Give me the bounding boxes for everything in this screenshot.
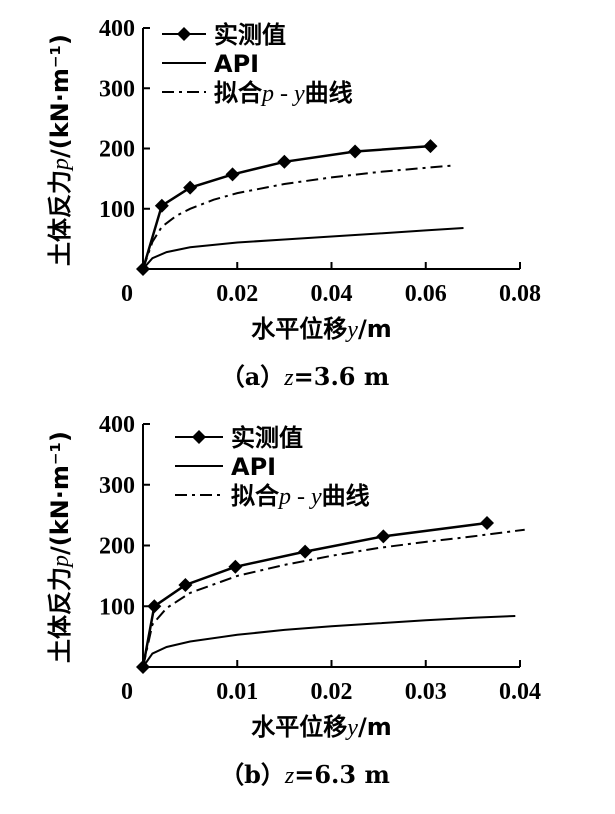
data-point-marker [228, 559, 243, 574]
data-point-marker [183, 180, 198, 195]
y-tick-label: 300 [99, 76, 135, 102]
x-tick-label: 0.08 [499, 281, 541, 307]
legend-label: 实测值 [231, 424, 303, 452]
legend-label-prefix: 拟合 [214, 79, 263, 107]
y-axis-title-prefix: 土体反力 [46, 567, 74, 663]
legend-label-text: API [214, 50, 259, 78]
legend-label-prefix: 拟合 [231, 482, 280, 510]
series-fit-line [142, 164, 455, 270]
y-axis-title-unit: /(kN·m⁻¹) [46, 34, 74, 158]
y-axis-title-unit: /(kN·m⁻¹) [46, 431, 74, 555]
legend-label: API [231, 453, 276, 481]
y-tick-label: 100 [99, 594, 135, 620]
series-fit-line [142, 528, 525, 668]
caption-value: =6.3 m [294, 760, 390, 789]
data-point-marker [225, 167, 240, 182]
caption-variable: z [283, 365, 294, 391]
caption-value: =3.6 m [294, 362, 390, 391]
legend-label-variable: p - y [277, 484, 322, 510]
series-api-line [142, 227, 464, 270]
legend-swatch-marker [192, 430, 206, 444]
x-tick-label: 0 [121, 281, 133, 307]
data-point-marker [178, 577, 193, 592]
data-point-marker [480, 516, 495, 531]
x-axis-title-prefix: 水平位移 [251, 713, 347, 741]
y-tick-label: 400 [99, 16, 135, 42]
x-tick-label: 0.02 [311, 679, 353, 705]
legend-label-text: 实测值 [214, 21, 286, 49]
x-tick-label: 0.03 [405, 679, 447, 705]
caption-label: （b） [220, 760, 285, 789]
y-tick-label: 200 [99, 137, 135, 163]
legend-label-suffix: 曲线 [322, 482, 370, 510]
x-tick-label: 0.06 [405, 281, 447, 307]
x-axis-title-variable: y [345, 715, 358, 741]
legend-label-text: API [231, 453, 276, 481]
data-point-marker [348, 144, 363, 159]
legend-label: 实测值 [214, 21, 286, 49]
series-api-line [142, 615, 516, 668]
x-axis-title-variable: y [345, 317, 358, 343]
y-axis-title: 土体反力p/(kN·m⁻¹) [46, 431, 74, 663]
data-point-marker [154, 198, 169, 213]
caption-label: （a） [221, 362, 285, 391]
caption-variable: z [284, 763, 295, 789]
legend-label-variable: p - y [260, 81, 305, 107]
series-measured-line [141, 521, 488, 668]
x-tick-label: 0 [121, 679, 133, 705]
y-tick-label: 300 [99, 473, 135, 499]
y-axis-title-variable: p [48, 555, 74, 569]
y-tick-label: 100 [99, 197, 135, 223]
x-axis-title: 水平位移y/m [251, 713, 391, 741]
data-point-marker [147, 599, 162, 614]
y-tick-label: 200 [99, 534, 135, 560]
data-point-marker [298, 544, 313, 559]
legend-label-text: 实测值 [231, 424, 303, 452]
panel-caption: （b）z=6.3 m [220, 760, 390, 789]
x-axis-title-unit: /m [358, 713, 392, 741]
legend-label: 拟合p - y曲线 [214, 79, 353, 107]
x-tick-label: 0.02 [216, 281, 258, 307]
y-axis-title: 土体反力p/(kN·m⁻¹) [46, 34, 74, 266]
x-tick-label: 0.01 [216, 679, 258, 705]
legend-label: API [214, 50, 259, 78]
x-tick-label: 0.04 [311, 281, 353, 307]
legend-label-suffix: 曲线 [305, 79, 353, 107]
legend-label: 拟合p - y曲线 [231, 482, 370, 510]
data-point-marker [277, 154, 292, 169]
panel-caption: （a）z=3.6 m [221, 362, 390, 391]
x-axis-title-prefix: 水平位移 [251, 315, 347, 343]
x-axis-title-unit: /m [358, 315, 392, 343]
data-point-marker [423, 139, 438, 154]
x-tick-label: 0.04 [499, 679, 541, 705]
y-axis-title-prefix: 土体反力 [46, 170, 74, 266]
data-point-marker [376, 529, 391, 544]
y-tick-label: 400 [99, 412, 135, 438]
y-axis-title-variable: p [48, 158, 74, 172]
legend-swatch-marker [177, 27, 191, 41]
x-axis-title: 水平位移y/m [251, 315, 391, 343]
